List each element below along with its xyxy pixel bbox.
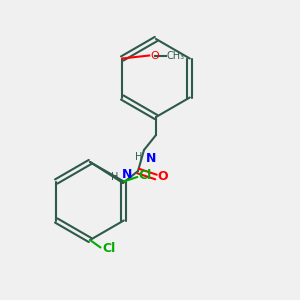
Text: CH₃: CH₃ [166, 50, 184, 61]
Text: O: O [151, 50, 160, 61]
Text: H: H [135, 152, 142, 161]
Text: H: H [111, 172, 118, 182]
Text: N: N [146, 152, 156, 164]
Text: Cl: Cl [102, 242, 115, 256]
Text: Cl: Cl [139, 169, 152, 182]
Text: O: O [158, 170, 168, 184]
Text: N: N [122, 169, 132, 182]
